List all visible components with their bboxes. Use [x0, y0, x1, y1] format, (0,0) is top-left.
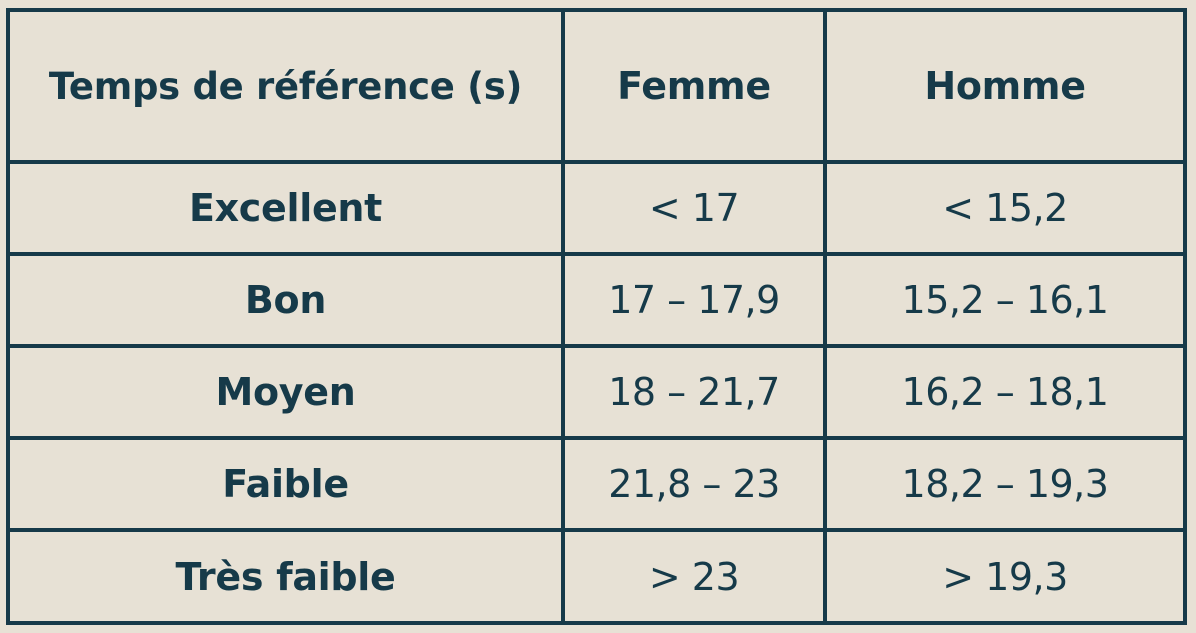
row-label-excellent: Excellent — [10, 162, 565, 256]
row-label-faible: Faible — [10, 436, 565, 532]
row-label-tres-faible: Très faible — [10, 528, 565, 622]
header-femme: Femme — [561, 12, 827, 164]
cell-femme-moyen: 18 – 21,7 — [561, 344, 827, 440]
cell-femme-faible: 21,8 – 23 — [561, 436, 827, 532]
table-header-row: Temps de référence (s) Femme Homme — [10, 12, 1183, 164]
cell-homme-excellent: < 15,2 — [823, 162, 1183, 256]
cell-femme-excellent: < 17 — [561, 162, 827, 256]
header-homme: Homme — [823, 12, 1183, 164]
cell-femme-tres-faible: > 23 — [561, 528, 827, 622]
cell-homme-moyen: 16,2 – 18,1 — [823, 344, 1183, 440]
cell-homme-tres-faible: > 19,3 — [823, 528, 1183, 622]
table: Temps de référence (s) Femme Homme Excel… — [10, 12, 1183, 622]
cell-femme-bon: 17 – 17,9 — [561, 252, 827, 348]
cell-homme-faible: 18,2 – 19,3 — [823, 436, 1183, 532]
table-row: Moyen 18 – 21,7 16,2 – 18,1 — [10, 344, 1183, 440]
header-reference-time: Temps de référence (s) — [10, 12, 565, 164]
reference-time-table: Temps de référence (s) Femme Homme Excel… — [6, 8, 1187, 625]
row-label-bon: Bon — [10, 252, 565, 348]
table-row: Excellent < 17 < 15,2 — [10, 162, 1183, 256]
table-row: Faible 21,8 – 23 18,2 – 19,3 — [10, 436, 1183, 532]
table-row: Très faible > 23 > 19,3 — [10, 528, 1183, 622]
cell-homme-bon: 15,2 – 16,1 — [823, 252, 1183, 348]
table-row: Bon 17 – 17,9 15,2 – 16,1 — [10, 252, 1183, 348]
row-label-moyen: Moyen — [10, 344, 565, 440]
